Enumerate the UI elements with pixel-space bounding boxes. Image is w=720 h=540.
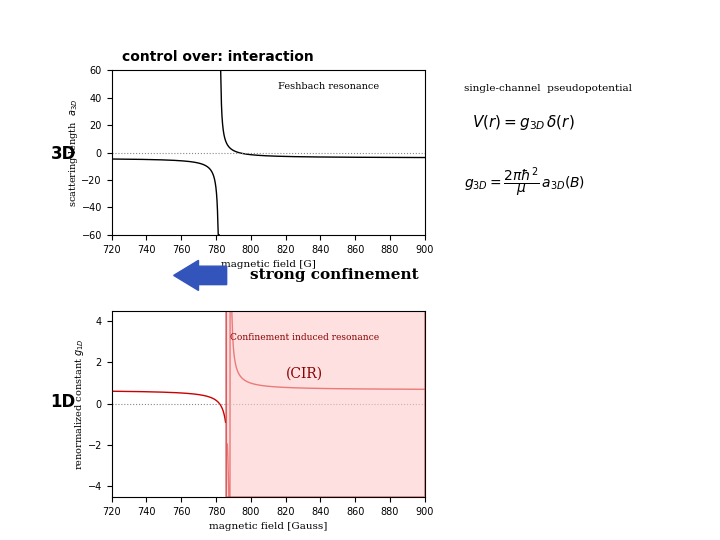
X-axis label: magnetic field [G]: magnetic field [G] <box>221 260 315 269</box>
Text: Feshbach resonance: Feshbach resonance <box>278 82 379 91</box>
Bar <box>227 310 425 497</box>
Text: Confinement induced resonance: Confinement induced resonance <box>230 333 379 342</box>
FancyArrow shape <box>174 260 227 291</box>
X-axis label: magnetic field [Gauss]: magnetic field [Gauss] <box>209 522 328 531</box>
Text: 3D: 3D <box>50 145 76 163</box>
Text: 1D: 1D <box>50 393 76 411</box>
Text: Quantum simulations: why cold atoms ?: Quantum simulations: why cold atoms ? <box>148 11 572 30</box>
Text: control over: interaction: control over: interaction <box>122 50 314 64</box>
Y-axis label: scattering length  $a_{3D}$: scattering length $a_{3D}$ <box>67 98 80 207</box>
Text: $g_{3D} = \dfrac{2\pi\hbar^2}{\mu}\,a_{3D}(B)$: $g_{3D} = \dfrac{2\pi\hbar^2}{\mu}\,a_{3… <box>464 165 585 199</box>
Y-axis label: renormalized constant $g_{1D}$: renormalized constant $g_{1D}$ <box>73 338 86 470</box>
Text: $V(r) = g_{3D}\,\delta(r)$: $V(r) = g_{3D}\,\delta(r)$ <box>472 113 575 132</box>
Text: (CIR): (CIR) <box>286 366 323 380</box>
Text: single-channel  pseudopotential: single-channel pseudopotential <box>464 84 632 93</box>
Text: strong confinement: strong confinement <box>250 268 418 282</box>
